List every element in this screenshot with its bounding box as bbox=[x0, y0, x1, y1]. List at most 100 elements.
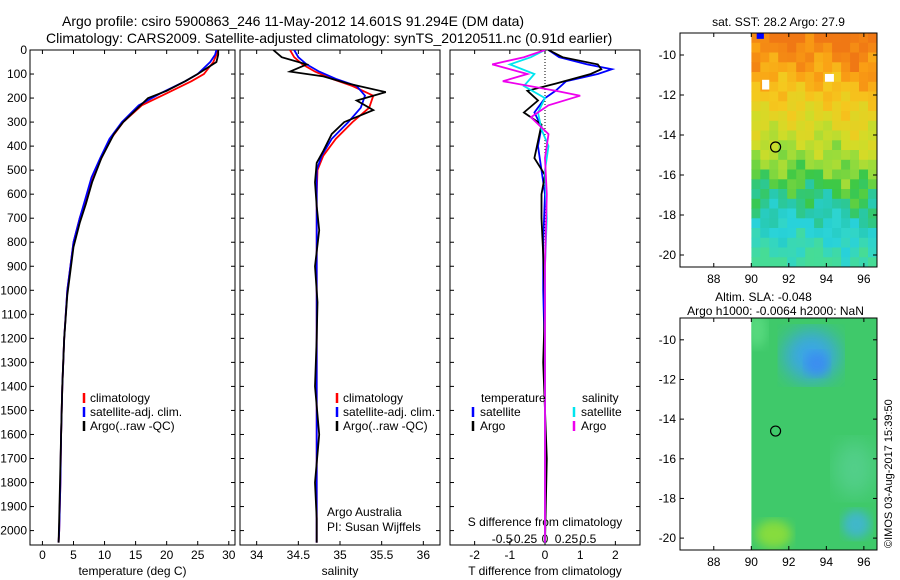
sst-cell bbox=[823, 62, 833, 73]
sst-cell bbox=[823, 91, 833, 102]
sst-cell bbox=[796, 228, 806, 239]
sst-cell bbox=[868, 228, 877, 239]
sst-cell bbox=[850, 91, 860, 102]
sst-cell bbox=[778, 52, 788, 63]
sst-cell bbox=[787, 179, 797, 190]
sst-cell bbox=[787, 257, 797, 267]
sst-cell bbox=[823, 198, 833, 210]
sst-cell bbox=[787, 150, 797, 161]
sst-cell bbox=[832, 111, 842, 122]
sst-cell bbox=[805, 208, 815, 219]
sst-cell bbox=[787, 228, 797, 239]
sst-cell bbox=[814, 72, 824, 83]
x-tick-label: 88 bbox=[707, 272, 721, 286]
sst-cell bbox=[787, 33, 797, 44]
sst-cell bbox=[769, 208, 779, 219]
sst-cell bbox=[859, 189, 869, 200]
sst-cell bbox=[823, 140, 833, 151]
x-tick-label: 10 bbox=[98, 548, 112, 562]
sst-cell bbox=[778, 72, 788, 83]
series-line-satellite bbox=[533, 50, 616, 543]
sst-cell bbox=[814, 101, 824, 112]
sst-cell bbox=[868, 130, 877, 141]
sst-cell bbox=[814, 91, 824, 102]
x-axis-label: T difference from climatology bbox=[468, 564, 622, 578]
sst-cell bbox=[769, 120, 779, 132]
sst-cell bbox=[796, 130, 806, 141]
legend-title-temperature: temperature bbox=[481, 391, 546, 405]
sst-cell bbox=[832, 52, 842, 63]
sst-cell bbox=[832, 33, 842, 44]
sst-cell bbox=[760, 101, 770, 112]
sst-cell bbox=[850, 247, 860, 258]
sst-cell bbox=[850, 228, 860, 239]
sst-cell bbox=[805, 52, 815, 63]
sst-cell bbox=[814, 208, 824, 219]
sst-cell bbox=[769, 140, 779, 151]
sst-cell bbox=[832, 120, 842, 132]
map-subtitle: Argo h1000: -0.0064 h2000: NaN bbox=[687, 304, 864, 318]
series-line-climatology bbox=[57, 50, 219, 543]
sst-cell bbox=[832, 218, 842, 229]
y-tick-label: 1200 bbox=[0, 331, 27, 345]
sst-cell bbox=[805, 81, 815, 93]
series-line-argo-raw-qc- bbox=[57, 50, 220, 543]
sst-cell bbox=[787, 159, 797, 171]
y-tick-label: 1800 bbox=[0, 476, 27, 490]
sst-cell bbox=[760, 179, 770, 190]
sst-cell bbox=[751, 33, 761, 44]
sst-cell bbox=[823, 111, 833, 122]
sst-cell bbox=[769, 42, 779, 54]
x-tick-label: 94 bbox=[820, 272, 834, 286]
sst-cell bbox=[778, 237, 788, 249]
sst-cell bbox=[814, 169, 824, 180]
sst-cell bbox=[859, 257, 869, 267]
y-tick-label: -18 bbox=[659, 208, 677, 222]
x-tick-label-T: 2 bbox=[612, 548, 619, 562]
sst-cell bbox=[868, 140, 877, 151]
sst-cell bbox=[760, 140, 770, 151]
sst-cell bbox=[814, 179, 824, 190]
x-tick-label-T: -1 bbox=[504, 548, 515, 562]
sst-cell bbox=[769, 189, 779, 200]
sst-cell bbox=[850, 120, 860, 132]
sst-cell bbox=[859, 179, 869, 190]
sst-cell bbox=[868, 111, 877, 122]
sst-cell bbox=[832, 159, 842, 171]
sst-cell bbox=[796, 111, 806, 122]
sst-cell bbox=[841, 208, 851, 219]
sst-cell bbox=[850, 257, 860, 267]
x-tick-label: 35.5 bbox=[370, 548, 394, 562]
sst-cell bbox=[850, 208, 860, 219]
sst-cell bbox=[823, 120, 833, 132]
sst-cell bbox=[832, 179, 842, 190]
sst-cell bbox=[814, 52, 824, 63]
sst-cell bbox=[850, 159, 860, 171]
sst-cell bbox=[814, 42, 824, 54]
sst-cell bbox=[841, 159, 851, 171]
legend-label: satellite bbox=[581, 405, 622, 419]
sst-cell bbox=[760, 237, 770, 249]
sst-cell bbox=[868, 62, 877, 73]
sst-cell bbox=[769, 111, 779, 122]
sst-cell bbox=[841, 218, 851, 229]
sst-cell bbox=[769, 130, 779, 141]
sst-cell bbox=[760, 257, 770, 267]
sst-cell bbox=[814, 111, 824, 122]
sst-cell bbox=[859, 120, 869, 132]
x-tick-label: 25 bbox=[191, 548, 205, 562]
y-tick-label: -14 bbox=[659, 128, 677, 142]
sst-cell bbox=[796, 150, 806, 161]
legend-label: satellite-adj. clim. bbox=[343, 405, 435, 419]
sst-cell bbox=[805, 189, 815, 200]
x-tick-label: 88 bbox=[707, 555, 721, 569]
series-line-argo-raw-qc- bbox=[272, 50, 387, 543]
sst-cell bbox=[841, 120, 851, 132]
map-panel-1: 88 90 92 94 96 -10 -12 -14 -16 -18 -20 sat. SST: 28… bbox=[659, 15, 878, 286]
sst-cell bbox=[760, 198, 770, 210]
x-tick-label: 90 bbox=[745, 272, 759, 286]
sst-cell bbox=[787, 72, 797, 83]
sst-cell bbox=[769, 91, 779, 102]
sst-cell bbox=[868, 179, 877, 190]
